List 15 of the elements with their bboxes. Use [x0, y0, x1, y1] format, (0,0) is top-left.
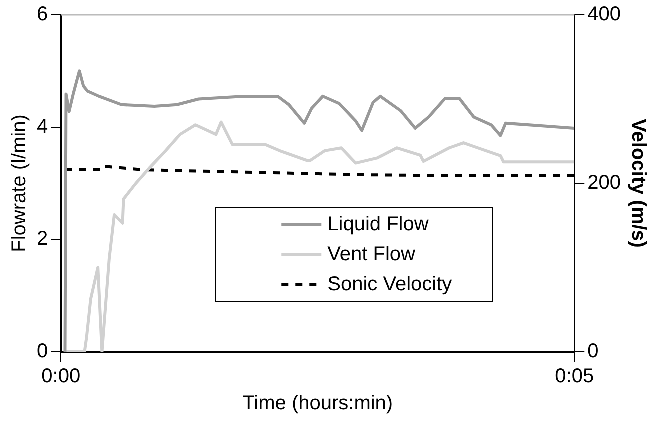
legend-label: Sonic Velocity [328, 274, 452, 296]
y-tick-label: 4 [37, 116, 48, 138]
y2-tick-label: 400 [588, 4, 622, 26]
legend-label: Vent Flow [328, 244, 416, 266]
x-axis-title: Time (hours:min) [242, 392, 394, 415]
y-tick-label: 2 [37, 228, 48, 250]
x-tick-label: 0:05 [555, 366, 594, 388]
y2-tick-label: 200 [588, 172, 622, 194]
y2-tick-label: 0 [588, 340, 599, 363]
legend-label: Liquid Flow [328, 214, 430, 236]
y-tick-label: 0 [37, 340, 48, 363]
x-tick-label: 0:00 [42, 366, 81, 388]
y2-axis-title: Velocity (m/s) [627, 119, 650, 248]
y-axis-title: Flowrate (l/min) [8, 114, 31, 252]
y-tick-label: 6 [37, 4, 48, 26]
